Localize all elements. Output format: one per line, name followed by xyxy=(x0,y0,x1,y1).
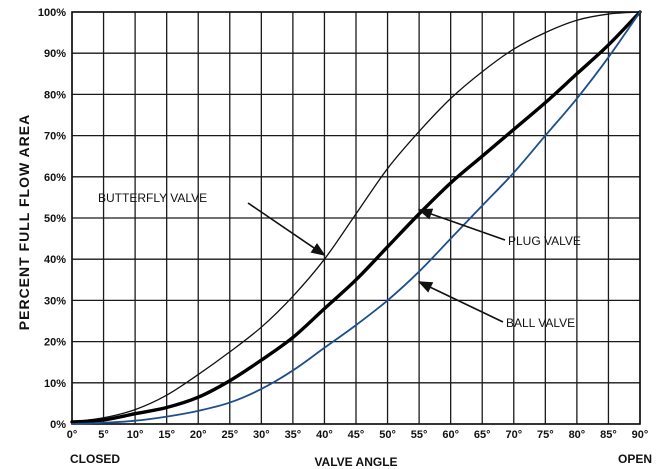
series-line-plug-valve xyxy=(70,10,642,424)
x-tick-label-40: 40° xyxy=(316,429,333,441)
x-tick-label-85: 85° xyxy=(600,429,617,441)
y-axis-label: PERCENT FULL FLOW AREA xyxy=(16,114,32,330)
x-tick-label-20: 20° xyxy=(190,429,207,441)
x-tick-label-30: 30° xyxy=(253,429,270,441)
series-lines xyxy=(70,10,642,425)
x-tick-label-0: 0° xyxy=(67,429,78,441)
x-tick-label-15: 15° xyxy=(158,429,175,441)
series-line-butterfly-valve xyxy=(71,11,641,423)
series-line-ball-valve xyxy=(71,11,641,425)
y-tick-label-50: 50% xyxy=(44,213,66,225)
y-tick-label-80: 80% xyxy=(44,89,66,101)
y-tick-label-0: 0% xyxy=(50,419,66,431)
y-tick-label-30: 30% xyxy=(44,295,66,307)
y-tick-label-10: 10% xyxy=(44,378,66,390)
x-tick-label-50: 50° xyxy=(379,429,396,441)
annotations: BUTTERFLY VALVE PLUG VALVE BALL VALVE xyxy=(98,191,581,330)
annotation-arrow-ball-valve xyxy=(417,281,504,323)
y-tick-label-100: 100% xyxy=(38,7,66,19)
x-end-label-closed: CLOSED xyxy=(70,452,120,466)
annotation-arrow-butterfly-valve xyxy=(247,202,326,256)
x-tick-label-60: 60° xyxy=(442,429,459,441)
x-tick-labels: 0° 5° 10° 15° 20° 25° 30° 35° 40° 45° 50° 55° 60° 65°… xyxy=(67,429,649,441)
x-end-label-open: OPEN xyxy=(618,452,652,466)
x-tick-label-10: 10° xyxy=(127,429,144,441)
x-tick-label-75: 75° xyxy=(537,429,554,441)
y-tick-label-70: 70% xyxy=(44,131,66,143)
annotation-label-ball-valve: BALL VALVE xyxy=(506,316,575,330)
x-tick-label-55: 55° xyxy=(411,429,428,441)
y-tick-labels: 0% 10% 20% 30% 40% 50% 60% 70% 80% 90% 100% xyxy=(38,7,66,431)
x-tick-label-35: 35° xyxy=(285,429,302,441)
x-tick-label-45: 45° xyxy=(348,429,365,441)
x-axis-label: VALVE ANGLE xyxy=(314,455,397,469)
x-tick-label-80: 80° xyxy=(569,429,586,441)
x-tick-label-90: 90° xyxy=(632,429,649,441)
x-tick-label-70: 70° xyxy=(505,429,522,441)
x-tick-label-65: 65° xyxy=(474,429,491,441)
grid xyxy=(71,11,641,425)
annotation-arrow-plug-valve xyxy=(417,208,506,241)
y-tick-label-20: 20% xyxy=(44,337,66,349)
annotation-label-plug-valve: PLUG VALVE xyxy=(508,234,581,248)
y-tick-label-40: 40% xyxy=(44,254,66,266)
plot-frame xyxy=(71,11,641,425)
annotation-label-butterfly-valve: BUTTERFLY VALVE xyxy=(98,191,207,205)
y-tick-label-90: 90% xyxy=(44,48,66,60)
y-tick-label-60: 60% xyxy=(44,172,66,184)
x-tick-label-25: 25° xyxy=(221,429,238,441)
x-tick-label-5: 5° xyxy=(98,429,109,441)
